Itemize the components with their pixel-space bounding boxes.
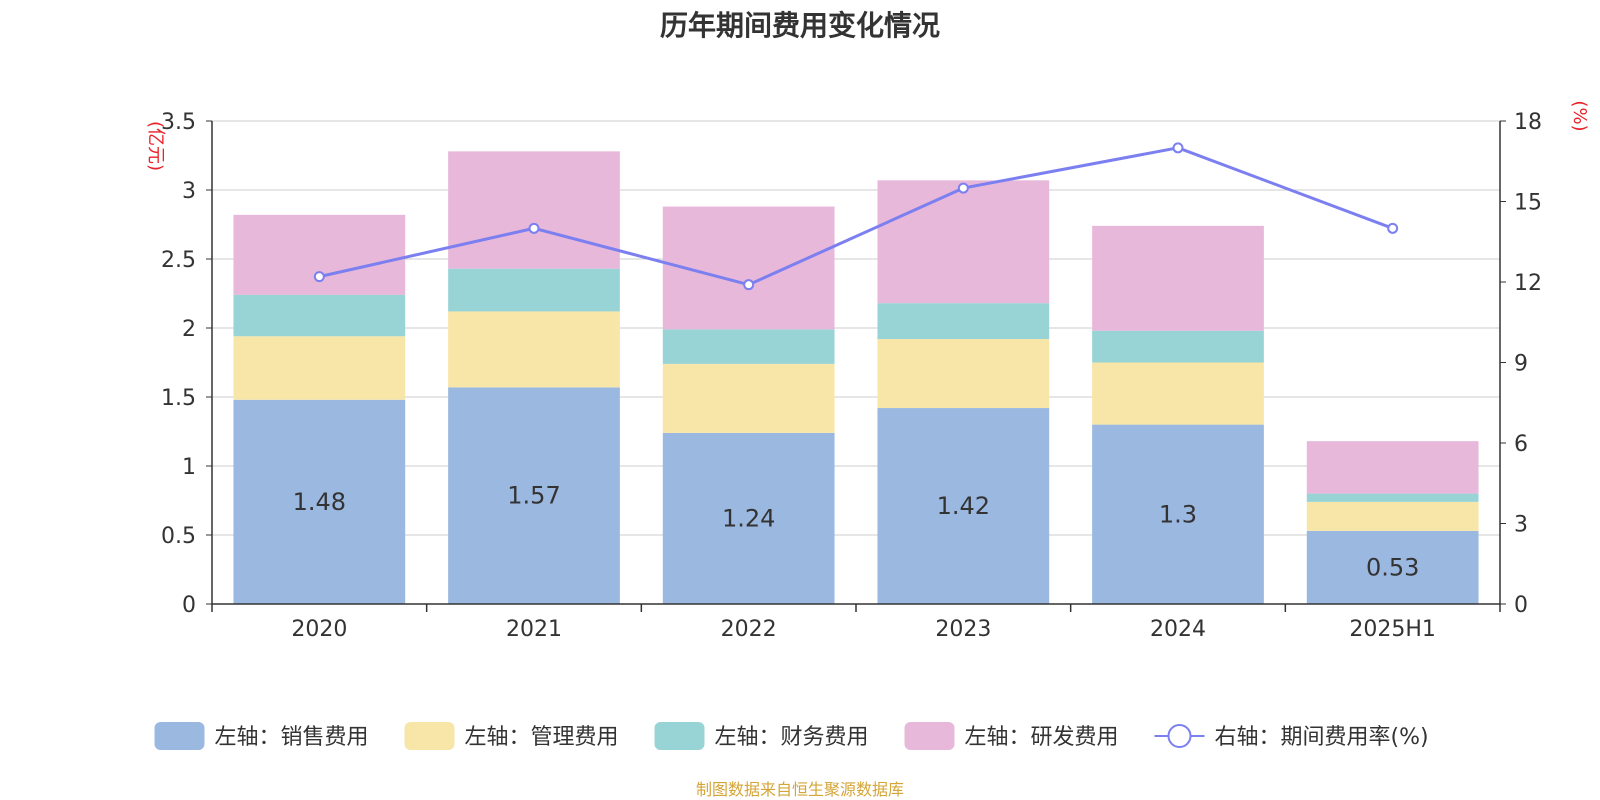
bar-series	[233, 151, 1479, 604]
right-axis-tick-label: 15	[1514, 191, 1542, 216]
x-axis-tick-label: 2025H1	[1349, 617, 1436, 642]
line-series	[313, 142, 1399, 291]
bar-segment-1	[1306, 530, 1479, 604]
legend-swatch	[654, 722, 705, 750]
line-point	[1172, 142, 1184, 154]
right-axis-unit-label: (%)	[1569, 100, 1590, 131]
x-axis-tick-label: 2023	[935, 617, 991, 642]
axes: 0 0.5 1 1.5 2 2.5 3 3.5 0 3 6 9 12 15 18 2020 2021 2022 20…	[145, 100, 1590, 642]
bar-segment-4	[1306, 441, 1479, 494]
legend-label: 左轴：研发费用	[965, 725, 1119, 750]
bar-data-label: 1.42	[937, 492, 990, 520]
bar-data-label: 0.53	[1366, 553, 1419, 581]
legend-swatch	[904, 722, 955, 750]
left-axis-tick-label: 2	[182, 317, 196, 342]
legend-swatch	[154, 722, 205, 750]
bar-segment-3	[233, 294, 406, 337]
bar-segment-1	[1092, 424, 1264, 604]
bar-segment-4	[662, 206, 835, 330]
bar-segment-4	[1092, 225, 1264, 331]
left-axis-tick-label: 1.5	[161, 386, 196, 411]
bar-segment-2	[877, 339, 1050, 409]
bar-segment-2	[1306, 501, 1479, 531]
bar-segment-1	[662, 432, 835, 604]
bar-segment-3	[1306, 493, 1479, 502]
legend-label: 左轴：销售费用	[215, 725, 369, 750]
bar-segment-2	[1092, 362, 1264, 425]
left-axis-tick-label: 2.5	[161, 248, 196, 273]
right-axis-tick-label: 12	[1514, 271, 1542, 296]
data-labels: 1.48 1.57 1.24 1.42 1.3 0.53	[293, 482, 1420, 582]
line-series-path	[319, 146, 1394, 287]
left-axis-tick-label: 0.5	[161, 524, 196, 549]
bar-segment-3	[662, 329, 835, 364]
bar-segment-3	[877, 303, 1050, 340]
legend-label: 右轴：期间费用率(%)	[1215, 725, 1429, 750]
bar-segment-1	[233, 399, 406, 604]
right-axis-tick-label: 0	[1514, 593, 1528, 618]
bar-segment-1	[877, 408, 1050, 604]
bar-segment-4	[877, 180, 1050, 304]
grid-lines	[212, 120, 1500, 536]
chart-title: 历年期间费用变化情况	[659, 9, 940, 42]
bar-segment-3	[448, 268, 620, 312]
line-point	[313, 271, 325, 283]
line-point	[957, 182, 969, 194]
source-note: 制图数据来自恒生聚源数据库	[695, 780, 904, 799]
bar-segment-1	[448, 387, 620, 604]
line-point	[1387, 222, 1399, 234]
bar-segment-4	[448, 151, 620, 269]
x-axis-tick-label: 2020	[291, 617, 347, 642]
legend: 左轴：销售费用 左轴：管理费用 左轴：财务费用 左轴：研发费用 右轴：期间费用率(%)	[154, 722, 1429, 750]
legend-swatch	[404, 722, 455, 750]
line-point	[743, 279, 755, 291]
bar-segment-2	[233, 336, 406, 400]
bar-segment-2	[662, 363, 835, 433]
legend-label: 左轴：管理费用	[465, 725, 619, 750]
x-axis-tick-label: 2024	[1150, 617, 1206, 642]
right-axis-tick-label: 3	[1514, 513, 1528, 538]
bar-segment-4	[233, 214, 406, 295]
left-axis-tick-label: 1	[182, 455, 196, 480]
left-axis-tick-label: 3.5	[161, 110, 196, 135]
left-axis-tick-label: 3	[182, 179, 196, 204]
left-axis-unit-label: (亿元)	[145, 121, 166, 171]
right-axis-tick-label: 18	[1514, 110, 1542, 135]
line-point	[528, 222, 540, 234]
x-axis-tick-label: 2022	[721, 617, 777, 642]
bar-segment-3	[1092, 330, 1264, 363]
bar-segment-2	[448, 311, 620, 388]
bar-data-label: 1.24	[722, 504, 775, 532]
legend-marker	[1167, 724, 1192, 748]
bar-data-label: 1.48	[293, 488, 346, 516]
right-axis-tick-label: 9	[1514, 352, 1528, 377]
right-axis-tick-label: 6	[1514, 432, 1528, 457]
left-axis-tick-label: 0	[182, 593, 196, 618]
bar-data-label: 1.57	[507, 482, 560, 510]
x-axis-tick-label: 2021	[506, 617, 562, 642]
legend-label: 左轴：财务费用	[715, 725, 869, 750]
bar-data-label: 1.3	[1159, 500, 1197, 528]
